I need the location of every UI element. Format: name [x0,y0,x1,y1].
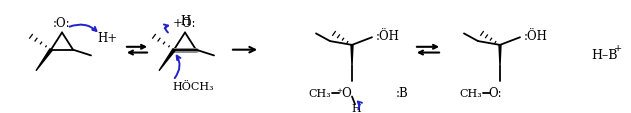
Text: O:: O: [488,86,502,99]
Text: :B: :B [396,86,408,99]
Text: :O:: :O: [53,17,71,30]
Polygon shape [499,46,501,66]
Text: +O:: +O: [174,17,197,30]
Text: +: + [614,44,622,53]
Text: CH₃: CH₃ [309,88,331,98]
Polygon shape [159,49,175,71]
Polygon shape [351,46,353,66]
Text: HÖCH₃: HÖCH₃ [172,81,214,91]
Text: CH₃: CH₃ [459,88,482,98]
Text: H: H [180,15,190,28]
Polygon shape [36,49,52,71]
Text: H: H [351,103,361,113]
Text: ⁺O: ⁺O [336,86,352,99]
Text: :ÖH: :ÖH [376,30,400,42]
Text: :ÖH: :ÖH [524,30,548,42]
Text: H–B: H–B [592,48,618,61]
Text: H+: H+ [97,31,117,44]
